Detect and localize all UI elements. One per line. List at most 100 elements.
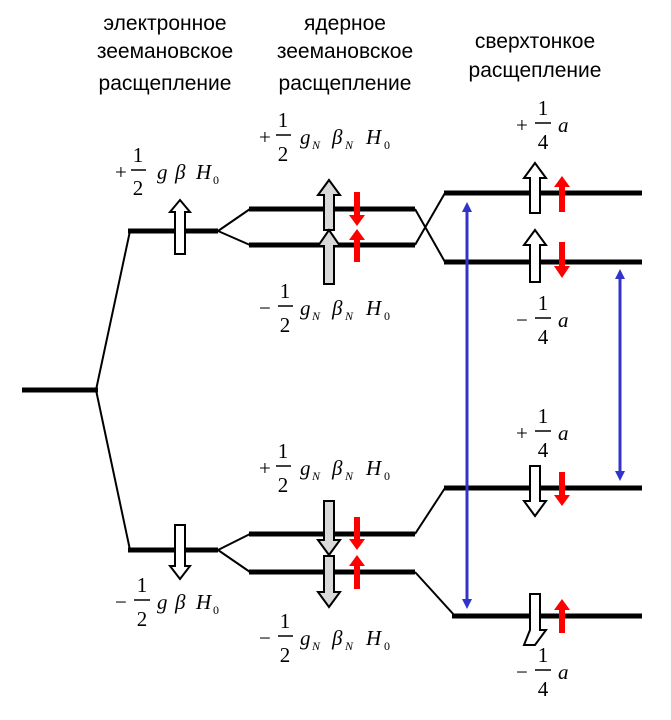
nuclear-spin-up-arrow — [349, 229, 365, 262]
hyperfine-connector — [414, 487, 446, 535]
svg-text:1: 1 — [137, 573, 148, 597]
svg-text:2: 2 — [278, 142, 289, 166]
svg-text:g: g — [300, 125, 311, 149]
svg-text:N: N — [344, 639, 354, 653]
svg-text:расщепление: расщепление — [469, 59, 602, 82]
svg-text:a: a — [558, 308, 569, 332]
svg-text:g: g — [157, 590, 168, 614]
svg-text:2: 2 — [278, 473, 289, 497]
svg-text:−: − — [259, 296, 271, 320]
svg-text:β: β — [331, 626, 343, 650]
label-hyperfine-4: − 1 4 a — [516, 643, 569, 701]
svg-text:−: − — [259, 626, 271, 650]
label-hyperfine-1: + 1 4 a — [516, 96, 569, 154]
nuclear-spin-down-arrow — [349, 192, 365, 226]
electron-spin-down-arrow — [522, 593, 548, 646]
split-connector-down — [95, 389, 131, 551]
svg-text:0: 0 — [213, 173, 219, 187]
svg-text:0: 0 — [213, 603, 219, 617]
svg-text:4: 4 — [538, 130, 549, 154]
svg-text:2: 2 — [133, 176, 144, 200]
svg-text:H: H — [365, 626, 383, 650]
svg-text:1: 1 — [538, 404, 549, 428]
label-nuclear-1: + 1 2 g N β N H 0 — [259, 108, 390, 166]
svg-text:+: + — [516, 113, 528, 137]
svg-text:зеемановское: зеемановское — [97, 40, 233, 63]
hyperfine-connector — [414, 208, 446, 263]
svg-text:a: a — [558, 421, 569, 445]
svg-text:4: 4 — [538, 438, 549, 462]
nuclear-spin-arrows — [349, 176, 570, 633]
svg-text:N: N — [311, 469, 321, 483]
svg-text:0: 0 — [384, 639, 390, 653]
svg-text:1: 1 — [280, 279, 291, 303]
svg-text:+: + — [259, 125, 271, 149]
svg-text:N: N — [311, 639, 321, 653]
header-electron-zeeman: электронное зеемановское расщепление — [97, 12, 233, 95]
svg-text:1: 1 — [538, 96, 549, 120]
electron-spin-down-arrow — [316, 555, 342, 609]
nuclear-connector — [217, 533, 251, 551]
svg-text:2: 2 — [280, 643, 291, 667]
electron-spin-up-arrow — [316, 178, 342, 231]
svg-text:H: H — [195, 590, 213, 614]
svg-text:2: 2 — [280, 313, 291, 337]
svg-text:расщепление: расщепление — [279, 72, 412, 95]
svg-text:2: 2 — [137, 607, 148, 631]
electron-spin-up-arrow — [522, 161, 548, 214]
svg-text:g: g — [300, 456, 311, 480]
svg-text:−: − — [115, 590, 127, 614]
svg-text:сверхтонкое: сверхтонкое — [475, 30, 595, 53]
label-nuclear-3: + 1 2 g N β N H 0 — [259, 439, 390, 497]
svg-text:β: β — [174, 160, 186, 184]
label-nuclear-4: − 1 2 g N β N H 0 — [259, 609, 390, 667]
svg-text:β: β — [174, 590, 186, 614]
svg-text:+: + — [259, 456, 271, 480]
electron-spin-down-arrow — [316, 500, 342, 557]
svg-text:1: 1 — [278, 108, 289, 132]
label-electron-lower: − 1 2 g β H 0 — [115, 573, 219, 631]
nuclear-spin-down-arrow — [349, 517, 365, 550]
nuclear-connector — [217, 230, 251, 246]
svg-text:расщепление: расщепление — [99, 72, 232, 95]
svg-text:4: 4 — [538, 677, 549, 701]
svg-text:β: β — [331, 456, 343, 480]
svg-text:g: g — [157, 160, 168, 184]
svg-text:H: H — [365, 125, 383, 149]
nuclear-connector — [217, 549, 251, 573]
electron-spin-up-arrow — [167, 198, 193, 255]
nuclear-spin-down-arrow — [554, 472, 570, 506]
svg-text:H: H — [365, 456, 383, 480]
svg-text:N: N — [311, 138, 321, 152]
svg-text:−: − — [516, 308, 528, 332]
svg-text:β: β — [331, 296, 343, 320]
svg-text:N: N — [344, 138, 354, 152]
label-electron-upper: + 1 2 g β H 0 — [115, 143, 219, 200]
svg-text:H: H — [365, 296, 383, 320]
svg-text:1: 1 — [278, 439, 289, 463]
electron-spin-down-arrow — [522, 465, 548, 518]
svg-text:−: − — [516, 660, 528, 684]
svg-text:g: g — [300, 296, 311, 320]
svg-text:+: + — [115, 160, 127, 184]
nuclear-spin-up-arrow — [349, 555, 365, 589]
svg-text:N: N — [344, 309, 354, 323]
svg-text:N: N — [311, 309, 321, 323]
svg-text:1: 1 — [280, 609, 291, 633]
nuclear-spin-up-arrow — [554, 176, 570, 212]
svg-text:a: a — [558, 660, 569, 684]
svg-text:β: β — [331, 125, 343, 149]
electron-spin-up-arrow — [522, 228, 548, 283]
label-hyperfine-2: − 1 4 a — [516, 291, 569, 349]
split-connector-up — [95, 230, 131, 391]
header-hyperfine: сверхтонкое расщепление — [469, 30, 602, 82]
svg-text:N: N — [344, 469, 354, 483]
svg-text:ядерное: ядерное — [304, 12, 386, 35]
nuclear-spin-up-arrow — [554, 599, 570, 633]
nuclear-connector — [217, 208, 251, 232]
svg-text:1: 1 — [538, 291, 549, 315]
svg-text:a: a — [558, 113, 569, 137]
hyperfine-connector — [414, 571, 456, 617]
electron-spin-down-arrow — [167, 524, 193, 581]
